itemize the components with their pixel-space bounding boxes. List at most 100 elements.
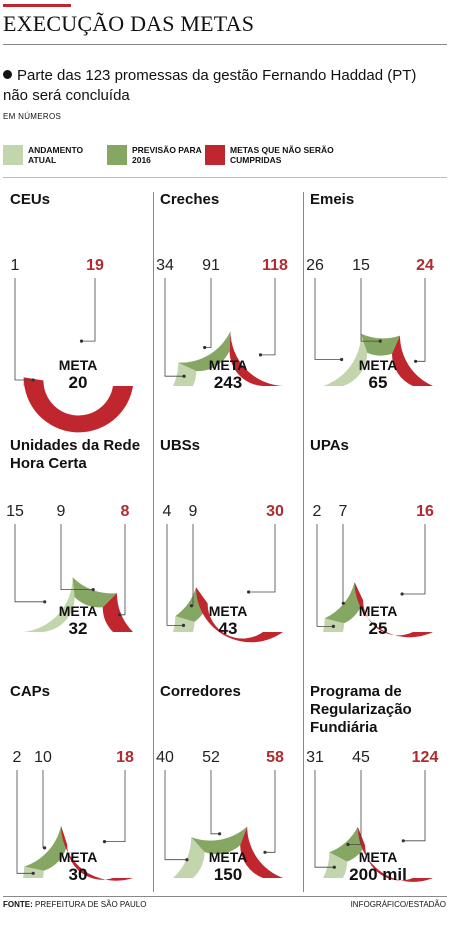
leader-dot bbox=[203, 345, 207, 350]
leader-dot bbox=[378, 339, 382, 343]
value-label-current: 4 bbox=[163, 503, 172, 520]
value-label-forecast: 9 bbox=[57, 503, 66, 520]
gauge-chart: CAPs 2 10 18 META 30 bbox=[3, 670, 153, 918]
column-separator bbox=[303, 192, 304, 892]
gauge-segment-forecast bbox=[324, 582, 364, 624]
units-label: EM NÚMEROS bbox=[3, 112, 62, 121]
leader-dot bbox=[182, 374, 186, 378]
leader-dot bbox=[263, 850, 267, 854]
leader-dot bbox=[189, 604, 193, 608]
leader-line bbox=[314, 770, 335, 868]
leader-line bbox=[403, 770, 426, 842]
value-label-missed: 124 bbox=[412, 749, 439, 766]
leader-dot bbox=[43, 846, 47, 850]
leader-dot bbox=[102, 840, 107, 844]
leader-line bbox=[314, 278, 342, 360]
meta-label: META bbox=[359, 603, 398, 619]
chart-title: CAPs bbox=[10, 683, 51, 700]
leader-line bbox=[104, 770, 126, 842]
gauge-segment-forecast bbox=[361, 333, 400, 356]
value-label-current: 1 bbox=[11, 257, 20, 274]
meta-label: META bbox=[359, 849, 398, 865]
value-label-current: 34 bbox=[156, 257, 174, 274]
footer-credit: INFOGRÁFICO/ESTADÃO bbox=[350, 900, 446, 909]
chart-title: Programa de Regularização Fundiária bbox=[310, 683, 412, 736]
value-label-missed: 118 bbox=[262, 257, 288, 274]
legend-item-missed: METAS QUE NÃO SERÃO CUMPRIDAS bbox=[205, 145, 370, 165]
gauge-segment-forecast bbox=[72, 577, 117, 608]
meta-label: META bbox=[209, 849, 248, 865]
accent-bar bbox=[3, 4, 71, 7]
leader-line bbox=[265, 770, 276, 853]
leader-line bbox=[348, 770, 362, 845]
source-label: FONTE: bbox=[3, 900, 33, 909]
leader-line bbox=[248, 524, 276, 593]
gauge-segment-current bbox=[323, 333, 368, 386]
leader-dot bbox=[31, 378, 35, 382]
leader-dot bbox=[414, 359, 418, 363]
value-label-current: 31 bbox=[306, 749, 324, 766]
chart-title: Emeis bbox=[310, 191, 355, 208]
page-title: EXECUÇÃO DAS METAS bbox=[3, 11, 255, 36]
bullet-icon bbox=[3, 70, 12, 79]
meta-value: 32 bbox=[69, 619, 88, 638]
leader-line bbox=[81, 278, 96, 342]
gauge-segment-missed bbox=[60, 825, 133, 881]
intro-label: Parte das 123 promessas da gestão Fernan… bbox=[3, 67, 417, 104]
value-label-forecast: 15 bbox=[352, 257, 370, 274]
gauge-segment-missed bbox=[240, 826, 283, 878]
leader-dot bbox=[331, 624, 335, 628]
value-label-missed: 58 bbox=[266, 749, 284, 766]
chart-title: Unidades da Rede Hora Certa bbox=[10, 437, 141, 472]
meta-value: 200 mil bbox=[349, 865, 407, 884]
legend-swatch-current bbox=[3, 145, 23, 165]
leader-line bbox=[166, 524, 184, 626]
gauge-segment-missed bbox=[391, 335, 433, 386]
legend-swatch-forecast bbox=[107, 145, 127, 165]
value-label-forecast: 9 bbox=[189, 503, 198, 520]
meta-value: 20 bbox=[69, 373, 88, 392]
value-label-forecast: 10 bbox=[34, 749, 52, 766]
meta-value: 243 bbox=[214, 373, 242, 392]
leader-line bbox=[316, 524, 334, 627]
gauge-chart: Programa de Regularização Fundiária 31 45 1… bbox=[303, 670, 450, 918]
footer-divider bbox=[3, 896, 447, 897]
leader-dot bbox=[31, 871, 35, 875]
title-divider bbox=[3, 44, 447, 45]
legend-label-forecast: PREVISÃO PARA 2016 bbox=[132, 145, 202, 165]
leader-dot bbox=[79, 339, 84, 343]
gauge-segment-missed bbox=[23, 377, 133, 433]
leader-line bbox=[164, 770, 187, 861]
value-label-missed: 18 bbox=[116, 749, 134, 766]
leader-line bbox=[260, 278, 276, 356]
gauge-chart: CEUs 1 19 META 20 bbox=[3, 178, 153, 433]
intro-text: Parte das 123 promessas da gestão Fernan… bbox=[3, 66, 443, 106]
gauge-segment-current bbox=[23, 577, 75, 632]
value-label-forecast: 52 bbox=[202, 749, 220, 766]
leader-dot bbox=[181, 623, 186, 627]
leader-line bbox=[119, 524, 126, 616]
value-label-current: 26 bbox=[306, 257, 324, 274]
leader-dot bbox=[118, 613, 122, 617]
gauge-chart: Corredores 40 52 58 META 150 bbox=[153, 670, 303, 918]
gauge-segment-missed bbox=[196, 587, 283, 643]
legend-label-missed: METAS QUE NÃO SERÃO CUMPRIDAS bbox=[230, 145, 334, 165]
leader-dot bbox=[247, 590, 251, 594]
leader-dot bbox=[401, 839, 405, 843]
gauge-chart: Creches 34 91 118 META 243 bbox=[153, 178, 303, 426]
chart-title: CEUs bbox=[10, 191, 51, 208]
meta-label: META bbox=[359, 357, 398, 373]
leader-dot bbox=[346, 842, 350, 847]
meta-value: 150 bbox=[214, 865, 242, 884]
legend-item-current: ANDAMENTO ATUAL bbox=[3, 145, 98, 165]
leader-dot bbox=[340, 357, 344, 362]
leader-line bbox=[191, 524, 194, 607]
gauge-segment-forecast bbox=[191, 826, 248, 855]
chart-title: Corredores bbox=[160, 683, 241, 700]
meta-value: 30 bbox=[69, 865, 88, 884]
value-label-current: 2 bbox=[13, 749, 22, 766]
